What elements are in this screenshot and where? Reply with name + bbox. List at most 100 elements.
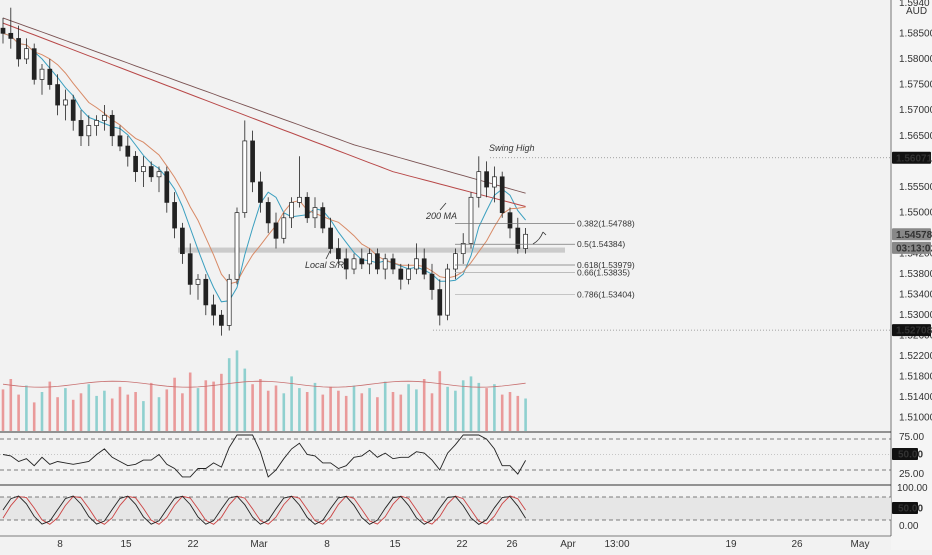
volume-bar (25, 385, 28, 431)
candle-body (437, 289, 443, 316)
ma-long-line (2, 17, 526, 194)
candle-body (31, 48, 37, 80)
candle-body (375, 253, 380, 270)
candle (523, 228, 528, 254)
candle (8, 7, 14, 49)
x-tick-label: 22 (456, 539, 468, 550)
rsi-tick-label: 75.00 (899, 432, 924, 443)
candle-body (164, 171, 170, 203)
candle-body (141, 166, 146, 173)
volume-bar (266, 390, 270, 431)
volume-bar (391, 392, 395, 431)
price-label: 1.56071 (896, 153, 932, 164)
volume-bar (251, 384, 254, 431)
candle (398, 263, 404, 290)
candle (312, 197, 318, 229)
candle-body (484, 171, 489, 188)
candle-body (55, 84, 60, 106)
candle (492, 166, 497, 203)
volume-bar (110, 398, 114, 431)
y-tick-label: 1.53800 (899, 269, 932, 280)
y-tick-label: 1.51800 (899, 372, 932, 383)
rsi-value-box (892, 448, 918, 460)
volume-bar (360, 393, 364, 431)
candle (453, 248, 458, 280)
ma-200-line (2, 22, 526, 207)
candle (39, 64, 45, 95)
candle-body (265, 202, 271, 224)
candle (86, 115, 92, 147)
candle (242, 120, 248, 218)
candle (382, 253, 388, 280)
candle (460, 233, 466, 264)
candle (125, 135, 131, 167)
candle-body (343, 258, 349, 270)
candle-body (499, 176, 505, 214)
x-tick-label: 26 (791, 539, 803, 550)
y-tick-label: 1.55500 (899, 182, 932, 193)
volume-bar (165, 389, 169, 431)
candle (328, 217, 333, 254)
candle-body (304, 196, 310, 219)
fib-label: 0.66(1.53835) (577, 267, 630, 277)
candle (78, 110, 84, 147)
price-label-box (892, 241, 931, 254)
candle-body (70, 99, 76, 121)
volume-bar (422, 379, 426, 431)
volume-bar (313, 382, 317, 431)
candle (390, 253, 396, 275)
price-label-box (892, 151, 931, 164)
candle (406, 263, 411, 285)
candle-body (359, 258, 365, 265)
candle-body (367, 253, 372, 265)
candle-body (63, 99, 68, 106)
candle-body (468, 196, 474, 244)
candle (63, 89, 68, 121)
ma-200-annotation: 200 MA (425, 211, 457, 221)
candle-body (0, 27, 6, 34)
volume-bar (259, 379, 262, 431)
volume-bar (196, 388, 200, 431)
candle-body (390, 258, 396, 270)
volume-bar (235, 350, 239, 431)
volume-bar (290, 376, 293, 431)
candle (437, 279, 443, 326)
volume-bar (508, 392, 512, 431)
candle (258, 171, 263, 213)
candle-body (515, 227, 521, 249)
stoch-value-label: 50.00 (898, 504, 923, 515)
volume-bar (212, 381, 215, 431)
candle (164, 166, 170, 213)
volume-bar (282, 393, 286, 431)
volume-bar (344, 395, 348, 431)
candle-body (328, 227, 333, 249)
local-sr-arrow (325, 250, 331, 260)
candle (94, 115, 99, 136)
candle-body (507, 212, 513, 229)
volume-bar (118, 386, 122, 431)
y-tick-label: 1.57500 (899, 80, 932, 91)
volume-bar (274, 385, 278, 431)
volume-bar (157, 397, 161, 431)
candle-body (414, 258, 419, 270)
x-tick-label: Apr (560, 539, 576, 550)
volume-bar (126, 394, 130, 431)
volume-ma-line (2, 380, 526, 388)
candle-body (242, 140, 248, 214)
candle (265, 197, 271, 234)
y-tick-label: 1.52600 (899, 331, 932, 342)
candle (226, 274, 232, 331)
candle-body (336, 248, 341, 260)
candle-body (117, 135, 123, 147)
candle-body (453, 253, 458, 270)
candle (211, 294, 216, 326)
y-tick-label: 1.57000 (899, 105, 932, 116)
volume-bar (407, 384, 410, 431)
rsi-line (2, 434, 526, 478)
currency-label: AUD (906, 6, 927, 17)
candle-body (320, 207, 326, 229)
volume-bar (399, 394, 403, 431)
candle (133, 151, 138, 182)
